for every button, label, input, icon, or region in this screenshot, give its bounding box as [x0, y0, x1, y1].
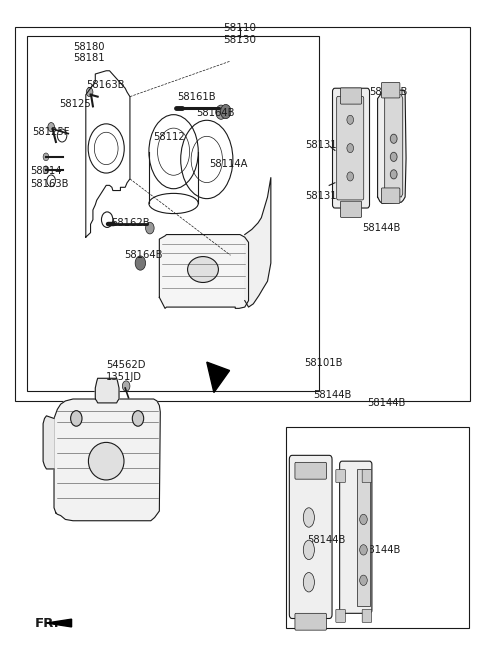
Text: 58163B: 58163B	[86, 80, 124, 91]
Text: 58110
58130: 58110 58130	[224, 24, 256, 45]
Text: 58112: 58112	[154, 133, 185, 142]
FancyBboxPatch shape	[362, 470, 372, 483]
Bar	[287, 427, 469, 628]
FancyBboxPatch shape	[295, 462, 326, 479]
FancyBboxPatch shape	[336, 470, 345, 483]
Text: 58164B: 58164B	[124, 250, 162, 260]
Bar	[357, 469, 370, 606]
Text: 58114A: 58114A	[209, 159, 248, 170]
Circle shape	[48, 123, 55, 132]
Polygon shape	[159, 234, 249, 308]
Circle shape	[360, 515, 367, 524]
Circle shape	[43, 153, 49, 161]
Ellipse shape	[303, 540, 314, 560]
Circle shape	[347, 172, 354, 181]
Circle shape	[220, 104, 231, 119]
Circle shape	[71, 411, 82, 426]
Polygon shape	[96, 378, 119, 403]
Polygon shape	[47, 619, 72, 627]
Text: 58144B: 58144B	[362, 545, 401, 555]
Text: 58125F: 58125F	[32, 127, 70, 137]
FancyBboxPatch shape	[382, 188, 400, 204]
Polygon shape	[245, 178, 271, 307]
Text: 58180
58181: 58180 58181	[73, 42, 105, 63]
FancyBboxPatch shape	[362, 609, 372, 622]
Circle shape	[43, 166, 49, 174]
Text: 58101B: 58101B	[304, 358, 343, 368]
Text: 58144B: 58144B	[362, 223, 401, 233]
Text: 58144B: 58144B	[313, 390, 352, 400]
Text: 58314: 58314	[30, 166, 62, 176]
Ellipse shape	[303, 508, 314, 527]
FancyBboxPatch shape	[340, 461, 372, 613]
Text: FR.: FR.	[35, 616, 60, 629]
Circle shape	[86, 88, 93, 97]
Text: 58131: 58131	[305, 140, 337, 150]
Circle shape	[132, 411, 144, 426]
Circle shape	[122, 381, 130, 391]
Ellipse shape	[88, 442, 124, 480]
Bar	[27, 37, 319, 391]
Bar	[14, 27, 470, 401]
FancyBboxPatch shape	[382, 82, 400, 98]
Ellipse shape	[303, 573, 314, 592]
Text: 58144B: 58144B	[307, 535, 346, 545]
Text: 58163B: 58163B	[30, 179, 69, 189]
Circle shape	[145, 222, 154, 234]
FancyBboxPatch shape	[340, 201, 361, 217]
Text: 58144B: 58144B	[367, 398, 406, 407]
Text: 58144B: 58144B	[369, 87, 408, 97]
Circle shape	[390, 152, 397, 161]
Polygon shape	[207, 362, 229, 392]
Text: 58164B: 58164B	[196, 108, 235, 118]
Polygon shape	[378, 90, 406, 204]
Circle shape	[347, 116, 354, 124]
Circle shape	[135, 256, 145, 270]
FancyBboxPatch shape	[295, 613, 326, 630]
FancyBboxPatch shape	[336, 97, 364, 200]
Text: 54562D
1351JD: 54562D 1351JD	[106, 360, 146, 382]
Polygon shape	[384, 95, 403, 197]
Text: 58161B: 58161B	[178, 92, 216, 102]
Circle shape	[216, 105, 226, 119]
Circle shape	[360, 575, 367, 586]
Ellipse shape	[188, 257, 218, 283]
FancyBboxPatch shape	[333, 88, 370, 208]
Circle shape	[360, 545, 367, 555]
Polygon shape	[43, 416, 54, 469]
Circle shape	[390, 135, 397, 143]
Text: 58125: 58125	[59, 99, 91, 108]
Text: 58162B: 58162B	[111, 217, 150, 228]
FancyBboxPatch shape	[340, 88, 361, 104]
Circle shape	[390, 170, 397, 179]
FancyBboxPatch shape	[289, 455, 332, 618]
Polygon shape	[54, 399, 160, 520]
Text: 58131: 58131	[305, 191, 337, 200]
FancyBboxPatch shape	[336, 609, 345, 622]
Circle shape	[347, 144, 354, 153]
